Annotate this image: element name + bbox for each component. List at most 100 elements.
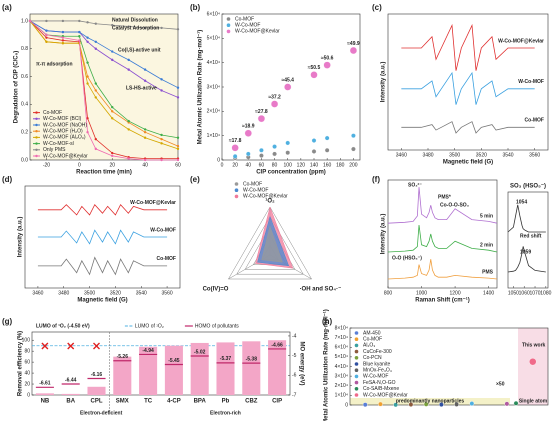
x-tick-label: SMX (116, 399, 129, 405)
legend-label: W-Co-MOF (363, 374, 388, 380)
cross-mark (67, 342, 75, 350)
x-axis-label: Magnetic field (G) (443, 160, 493, 166)
point (324, 147, 330, 153)
value-label: -5.02 (194, 349, 206, 355)
legend-marker (354, 331, 359, 335)
y-tick-label: 0 (27, 392, 30, 398)
x-tick-label: 1070 (529, 290, 540, 296)
x-tick-label: 80 (272, 162, 278, 168)
x-tick-label: 0 (78, 162, 81, 168)
y-tick-label: 1×10⁴ (207, 133, 220, 139)
point (351, 146, 356, 152)
point (310, 71, 318, 79)
point (127, 68, 130, 71)
point (176, 96, 180, 99)
series-label: Co-MOF (157, 256, 176, 262)
x-tick-label: 40 (246, 162, 252, 168)
point-label: ≈49.9 (347, 41, 360, 47)
plot-frame (387, 179, 498, 289)
legend-label: Only PMS (43, 147, 66, 153)
legend-label: FeSA-N,O-GO (363, 380, 396, 386)
x-tick-label: 100 (284, 162, 293, 168)
x-tick-label: -20 (43, 162, 50, 168)
series-line (387, 187, 498, 224)
value-label: -5.37 (220, 356, 232, 362)
x-tick-label: 1400 (483, 290, 494, 296)
legend-label: AM-450 (363, 330, 381, 336)
point (351, 133, 356, 139)
annotation: O-O (HSO₅⁻) (392, 255, 422, 261)
point (86, 130, 89, 134)
y-tick-label: 100 (22, 338, 31, 344)
y-tick-label: 1.0 (21, 18, 28, 24)
y2-tick-label: -7 (292, 392, 297, 398)
grid-ring (227, 206, 313, 280)
shade (518, 328, 548, 405)
x-axis-label: CIP concentration (ppm) (256, 170, 326, 176)
y-tick-label: 6×10⁴ (207, 11, 220, 17)
y-tick-label: 3×10⁴ (335, 373, 348, 379)
legend-marker (354, 356, 359, 360)
point (94, 96, 97, 99)
point (160, 133, 163, 137)
point (349, 46, 358, 55)
legend-label: W-Co-MOF (BCl) (43, 116, 82, 122)
legend-label: CuCoFe-300 (363, 349, 392, 355)
cross-mark (41, 342, 49, 350)
y2-tick-label: -4 (292, 333, 297, 339)
x-tick-label: BPA (194, 399, 207, 405)
point (86, 36, 89, 39)
legend-marker (234, 194, 239, 199)
point (454, 402, 460, 407)
annotation: ×50 (496, 381, 505, 387)
point (143, 128, 147, 131)
point (111, 105, 114, 109)
point-label: ≈17.8 (229, 138, 242, 144)
series-line (387, 259, 498, 280)
x-tick-label: 1060 (519, 290, 530, 296)
point (259, 153, 264, 159)
value-label: -4.94 (142, 348, 154, 354)
y2-axis-label: MO energy (eV) (298, 341, 304, 385)
bar (35, 393, 54, 395)
legend-marker (35, 111, 38, 114)
point (143, 158, 147, 162)
legend-marker (354, 362, 359, 366)
point-label: ≈45.4 (281, 77, 294, 83)
shade (350, 398, 510, 405)
series-line (37, 204, 168, 216)
point (362, 402, 368, 408)
point (160, 158, 163, 162)
bar (87, 386, 106, 395)
point (94, 147, 97, 151)
legend-marker (226, 29, 231, 34)
axis-label: Co(IV)=O (203, 287, 229, 293)
bar (216, 342, 235, 395)
point (143, 130, 147, 134)
point (311, 138, 317, 143)
point (45, 33, 48, 37)
legend-label: Co-SA/B-Mxene (363, 386, 399, 392)
y-tick-label: 1×10⁴ (335, 393, 348, 399)
value-label: -6.61 (39, 381, 51, 387)
axis-label: ¹O₂ (265, 198, 275, 205)
legend-marker (35, 117, 38, 121)
legend-marker (35, 154, 38, 158)
panel-label: (h) (322, 317, 333, 326)
point (244, 129, 252, 137)
series-line (37, 256, 168, 276)
x-tick-label: 1050 (508, 290, 519, 296)
bar (242, 341, 261, 395)
x-tick-label: 3560 (162, 290, 173, 296)
point (86, 82, 89, 85)
point-label: ≈18.9 (242, 124, 255, 130)
x-tick-label: 3540 (502, 152, 513, 158)
x-tick-label: 0 (221, 162, 224, 168)
legend-label: W-Co-MOF@Kevlar (43, 153, 88, 159)
point (324, 135, 330, 141)
legend-label: Co-MOF (363, 337, 382, 343)
x-axis-label: Magnetic field (G) (77, 298, 127, 304)
point (245, 151, 251, 157)
y-tick-label: 5×10⁴ (207, 36, 220, 42)
point (143, 79, 147, 82)
